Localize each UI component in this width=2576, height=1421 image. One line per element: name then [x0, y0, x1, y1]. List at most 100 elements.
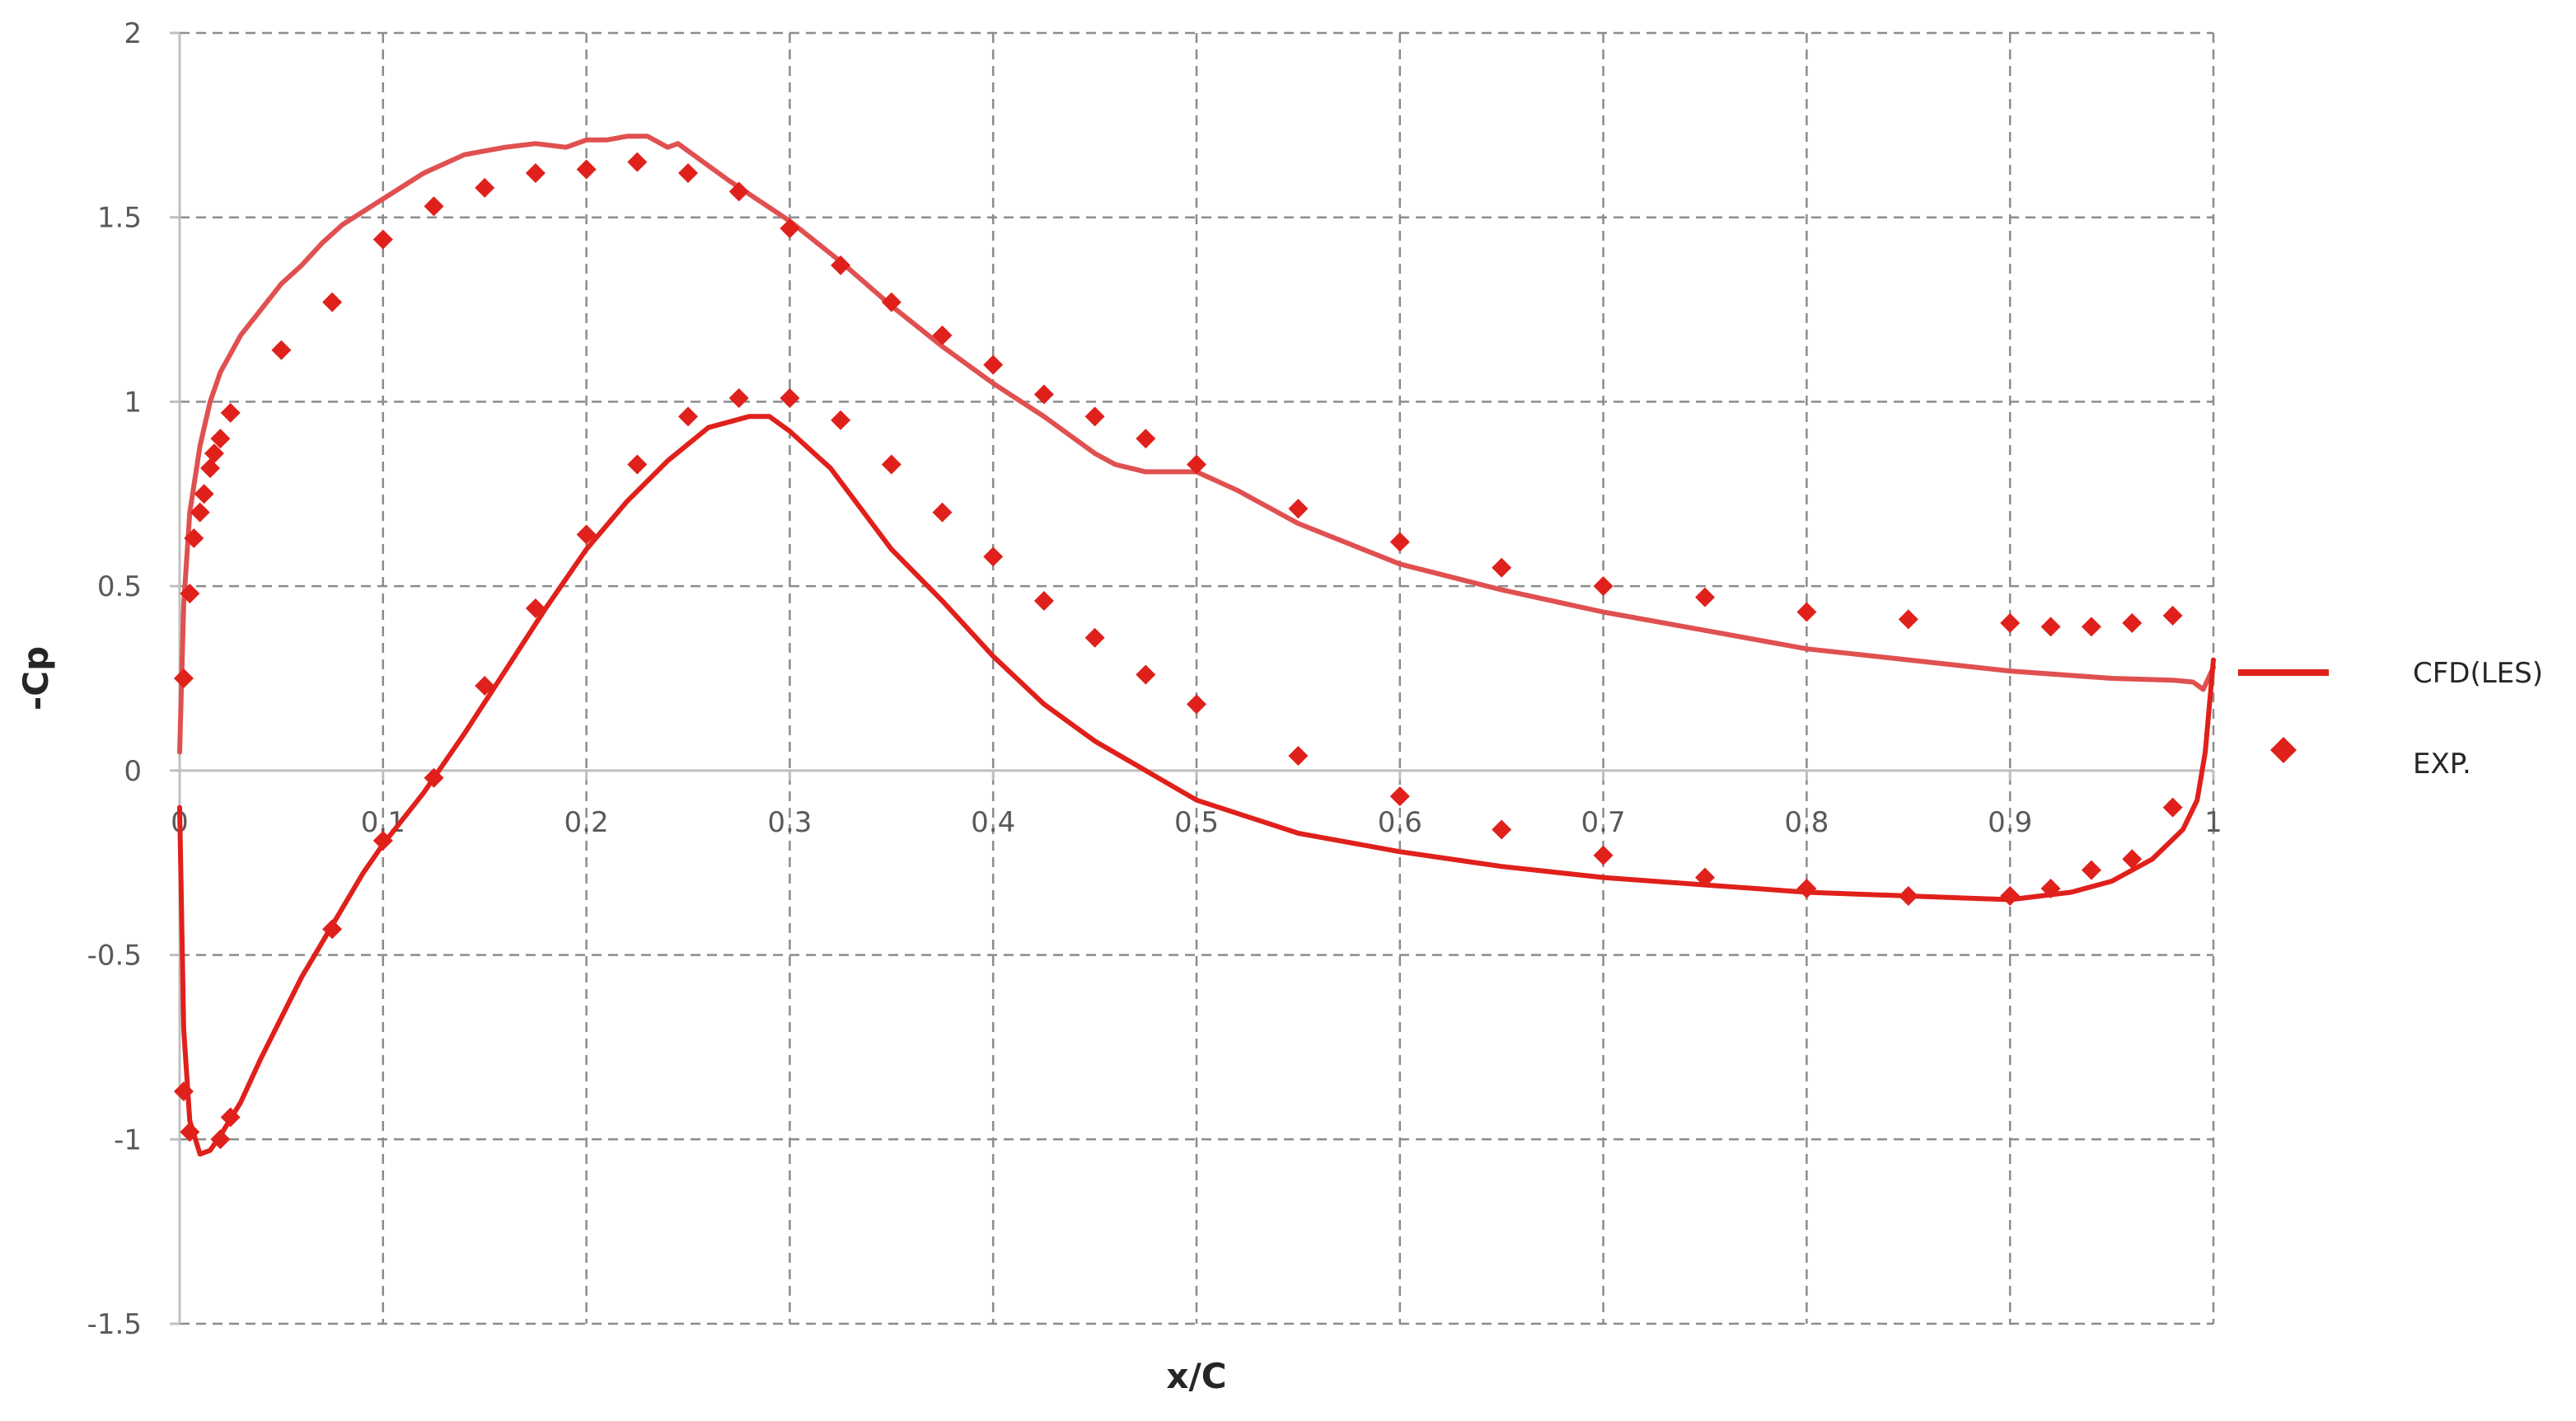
exp-marker — [1898, 885, 1918, 906]
exp-marker — [1389, 532, 1410, 552]
exp-marker — [1288, 745, 1309, 766]
exp-marker — [2162, 797, 2183, 818]
y-tick-label: 0 — [124, 755, 142, 788]
legend-label-cfd: CFD(LES) — [2413, 657, 2543, 690]
x-tick-label: 0.2 — [564, 806, 609, 839]
exp-marker — [322, 919, 343, 940]
exp-marker — [2122, 612, 2143, 633]
exp-marker — [424, 767, 444, 788]
exp-marker — [780, 387, 800, 408]
x-axis-title: x/C — [1166, 1356, 1226, 1396]
exp-marker — [2081, 860, 2101, 880]
exp-marker — [1187, 694, 1206, 715]
exp-marker — [1288, 499, 1309, 519]
x-tick-label: 0.5 — [1174, 806, 1219, 839]
exp-marker — [1492, 557, 1512, 578]
x-tick-label: 0.9 — [1988, 806, 2032, 839]
exp-marker — [983, 546, 1004, 567]
exp-marker — [2040, 879, 2061, 899]
exp-marker — [1033, 384, 1054, 405]
exp-marker — [1187, 454, 1206, 475]
y-tick-label: 1 — [124, 386, 142, 419]
exp-marker — [190, 502, 210, 523]
exp-marker — [932, 502, 953, 523]
x-tick-label: 0.4 — [971, 806, 1015, 839]
exp-marker — [322, 292, 343, 312]
series-markers — [173, 152, 2183, 1150]
exp-marker — [2040, 617, 2061, 637]
y-tick-label: 0.5 — [97, 570, 142, 603]
series-lines — [177, 134, 2216, 1157]
exp-marker — [1492, 819, 1512, 840]
exp-marker — [2000, 885, 2021, 906]
exp-marker — [2122, 849, 2143, 870]
exp-marker — [424, 196, 444, 217]
exp-marker — [1033, 591, 1054, 612]
exp-marker — [204, 443, 224, 464]
exp-marker — [184, 528, 204, 548]
x-tick-label: 0.6 — [1378, 806, 1422, 839]
exp-marker — [627, 454, 648, 475]
exp-marker — [932, 325, 953, 345]
exp-marker — [475, 177, 495, 198]
exp-marker — [210, 429, 231, 449]
exp-marker — [525, 163, 546, 184]
exp-marker — [1136, 429, 1156, 449]
exp-marker — [220, 402, 241, 423]
exp-marker — [831, 410, 851, 430]
y-tick-label: -1 — [114, 1123, 142, 1156]
x-tick-label: 0.8 — [1784, 806, 1829, 839]
exp-marker — [678, 406, 698, 427]
exp-marker — [180, 1122, 200, 1142]
exp-marker — [627, 152, 648, 172]
x-tick-label: 1 — [2204, 806, 2222, 839]
exp-marker — [728, 181, 749, 202]
exp-marker — [2000, 612, 2021, 633]
y-axis-title: -Cp — [16, 646, 56, 710]
legend: CFD(LES) EXP. — [2238, 657, 2543, 781]
exp-marker — [983, 354, 1004, 375]
exp-marker — [1389, 786, 1410, 807]
exp-marker — [525, 598, 546, 618]
plot-area: 0 0.1 0.2 0.3 0.4 0.5 0.6 0.7 0.8 0.9 1 -1.5-1-0.5… — [87, 17, 2222, 1341]
exp-marker — [180, 584, 200, 604]
exp-marker — [372, 830, 393, 851]
exp-marker — [271, 340, 292, 360]
exp-marker — [1593, 845, 1614, 865]
exp-marker — [173, 668, 194, 688]
cfd-line-segment — [177, 414, 2216, 1157]
exp-marker — [1136, 664, 1156, 685]
exp-marker — [194, 484, 214, 504]
exp-marker — [1695, 867, 1715, 888]
exp-marker — [728, 387, 749, 408]
y-tick-labels: -1.5 -1 -0.5 0 0.5 1 1.5 2 — [87, 17, 142, 1341]
y-tick-label: 1.5 — [97, 202, 142, 235]
exp-marker — [210, 1129, 231, 1150]
exp-marker — [2081, 617, 2101, 637]
exp-marker — [1796, 602, 1817, 622]
exp-marker — [1084, 406, 1105, 427]
x-tick-label: 0.7 — [1581, 806, 1626, 839]
x-tick-label: 0.3 — [767, 806, 812, 839]
exp-marker — [2162, 605, 2183, 626]
exp-marker — [173, 1081, 194, 1102]
exp-marker — [1898, 609, 1918, 630]
exp-marker — [372, 229, 393, 250]
exp-marker — [220, 1107, 241, 1128]
exp-marker — [200, 457, 221, 478]
exp-marker — [1593, 576, 1614, 597]
exp-marker — [678, 163, 698, 184]
exp-marker — [576, 159, 597, 180]
exp-marker — [475, 675, 495, 696]
exp-marker — [1695, 587, 1715, 607]
exp-marker — [780, 218, 800, 239]
y-tick-label: 2 — [124, 17, 142, 50]
exp-marker — [1796, 879, 1817, 899]
x-tick-labels: 0 0.1 0.2 0.3 0.4 0.5 0.6 0.7 0.8 0.9 1 — [171, 806, 2222, 839]
cfd-line-segment — [177, 134, 2216, 755]
exp-marker — [1084, 627, 1105, 648]
exp-marker — [881, 292, 902, 312]
legend-marker-swatch — [2270, 737, 2297, 763]
exp-marker — [576, 524, 597, 545]
